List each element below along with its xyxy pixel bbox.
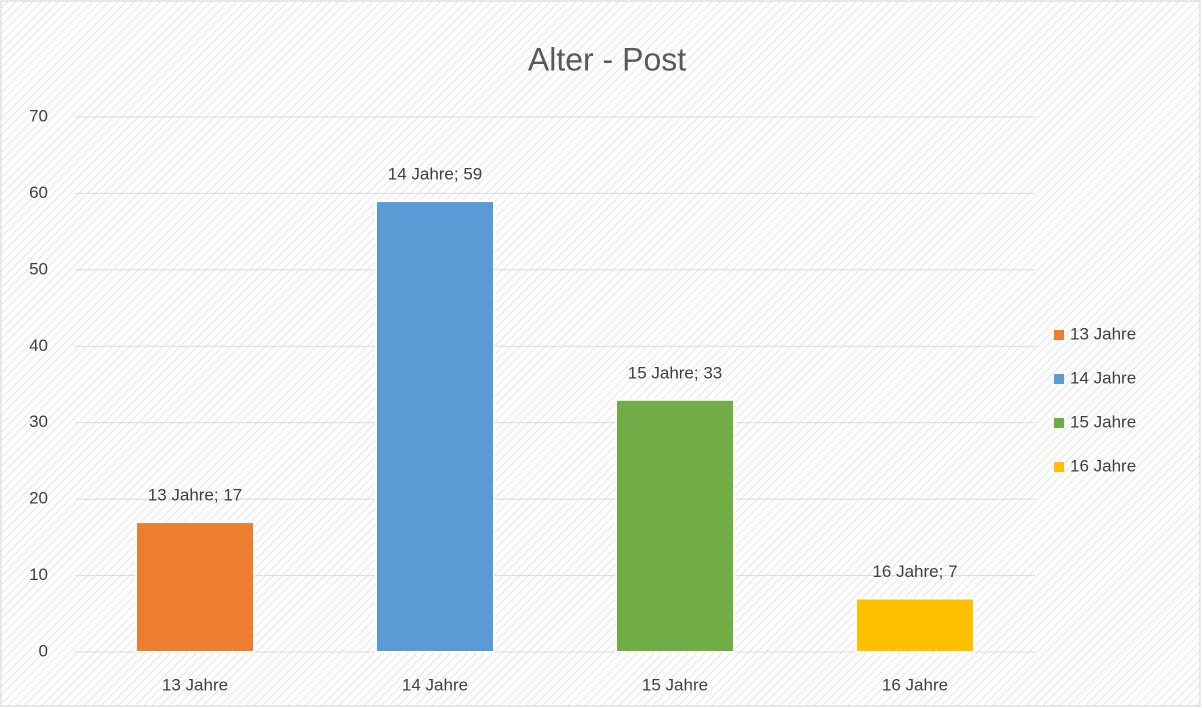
y-tick-label: 20 <box>29 489 48 508</box>
data-label: 14 Jahre; 59 <box>388 165 483 184</box>
y-tick-label: 60 <box>29 183 48 202</box>
x-tick-label: 16 Jahre <box>882 675 948 694</box>
x-tick-label: 13 Jahre <box>162 675 228 694</box>
y-tick-label: 70 <box>29 106 48 125</box>
bar <box>135 521 255 653</box>
legend-swatch <box>1054 330 1064 340</box>
data-label: 16 Jahre; 7 <box>872 562 957 581</box>
legend-label: 15 Jahre <box>1070 412 1136 431</box>
bar <box>855 597 975 653</box>
legend-swatch <box>1054 418 1064 428</box>
data-label: 15 Jahre; 33 <box>628 363 723 382</box>
x-tick-label: 15 Jahre <box>642 675 708 694</box>
legend-swatch <box>1054 462 1064 472</box>
legend-label: 13 Jahre <box>1070 324 1136 343</box>
chart-title: Alter - Post <box>528 41 686 77</box>
legend-label: 14 Jahre <box>1070 368 1136 387</box>
y-tick-label: 10 <box>29 565 48 584</box>
legend-swatch <box>1054 374 1064 384</box>
y-tick-label: 50 <box>29 259 48 278</box>
y-tick-label: 30 <box>29 412 48 431</box>
y-tick-label: 40 <box>29 336 48 355</box>
x-tick-label: 14 Jahre <box>402 675 468 694</box>
data-label: 13 Jahre; 17 <box>148 486 243 505</box>
y-tick-label: 0 <box>39 641 48 660</box>
bar <box>375 200 495 653</box>
legend-label: 16 Jahre <box>1070 456 1136 475</box>
bar <box>615 398 735 653</box>
